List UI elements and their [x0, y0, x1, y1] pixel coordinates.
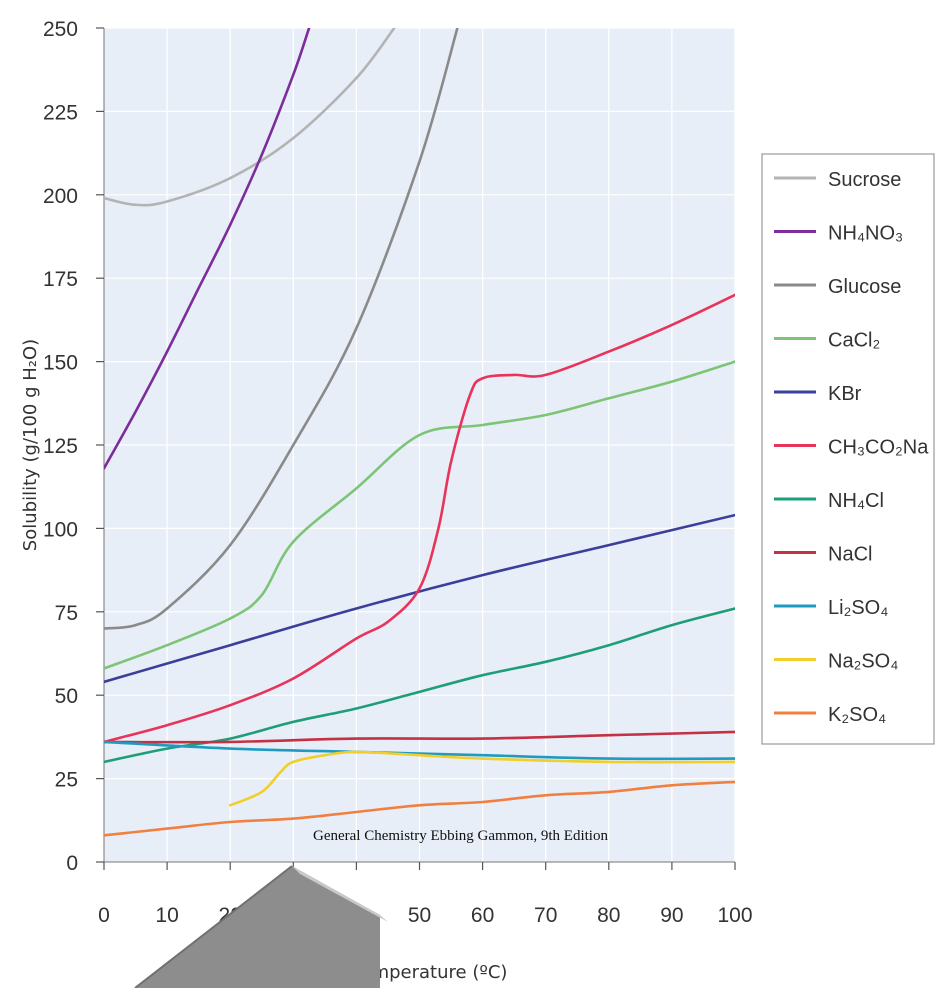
- y-tick-label: 200: [43, 185, 78, 208]
- series-line-1: [104, 28, 311, 470]
- legend-label-1: NH₄NO₃: [828, 223, 903, 245]
- y-axis-ticks: 0 25 50 75 100 125 150 175 200 225 250: [43, 18, 104, 875]
- y-tick-label: 25: [55, 769, 78, 792]
- series-line-4: [104, 513, 735, 684]
- x-tick-label: 50: [408, 904, 431, 927]
- y-tick-label: 0: [66, 852, 78, 875]
- x-tick-label: 100: [717, 904, 752, 927]
- y-tick-label: 175: [43, 268, 78, 291]
- x-tick-label: 10: [155, 904, 178, 927]
- y-tick-label: 100: [43, 518, 78, 541]
- y-tick-label: 150: [43, 352, 78, 375]
- x-tick-label: 0: [98, 904, 110, 927]
- legend-label-5: CH₃CO₂Na: [828, 437, 929, 459]
- y-tick-label: 250: [43, 18, 78, 41]
- y-tick-label: 225: [43, 101, 78, 124]
- x-tick-label: 80: [597, 904, 620, 927]
- series-line-0: [104, 28, 396, 207]
- series-line-7: [104, 730, 735, 744]
- y-tick-label: 50: [55, 685, 78, 708]
- x-tick-label: 60: [471, 904, 494, 927]
- series-line-3: [104, 360, 735, 670]
- legend-label-7: NaCl: [828, 544, 872, 566]
- x-axis-ticks: 0102030405060708090100: [98, 862, 753, 927]
- y-tick-label: 75: [55, 602, 78, 625]
- legend-label-6: NH₄Cl: [828, 490, 884, 512]
- legend-label-2: Glucose: [828, 276, 901, 298]
- y-axis-title: Solubility (g/100 g H₂O): [20, 339, 41, 551]
- x-tick-label: 70: [534, 904, 557, 927]
- legend-label-9: Na₂SO₄: [828, 651, 898, 673]
- legend-box: [761, 153, 935, 745]
- y-tick-label: 125: [43, 435, 78, 458]
- x-tick-label: 90: [660, 904, 683, 927]
- series-line-8: [104, 740, 735, 761]
- series-line-9: [228, 750, 735, 807]
- legend-label-8: Li₂SO₄: [828, 597, 888, 619]
- series-line-5: [104, 293, 735, 744]
- legend-label-10: K₂SO₄: [828, 704, 886, 726]
- x-axis-title: Temperature (ºC): [352, 962, 508, 983]
- series-line-2: [104, 28, 459, 630]
- legend-label-4: KBr: [828, 383, 862, 405]
- series-lines: [104, 28, 735, 837]
- series-line-10: [104, 780, 735, 837]
- roof-decoration: [134, 865, 388, 988]
- legend-label-3: CaCl₂: [828, 330, 880, 352]
- legend: Sucrose NH₄NO₃ Glucose CaCl₂ KBr CH₃CO₂Na NH₄C…: [774, 169, 929, 726]
- legend-label-0: Sucrose: [828, 169, 901, 191]
- source-credit: General Chemistry Ebbing Gammon, 9th Edi…: [313, 828, 608, 844]
